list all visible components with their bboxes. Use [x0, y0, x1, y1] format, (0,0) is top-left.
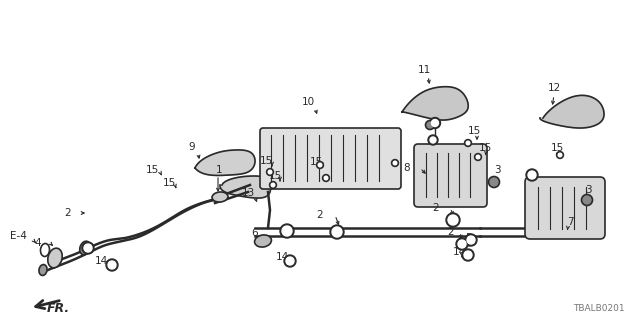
Text: 3: 3 [585, 185, 591, 195]
Circle shape [558, 153, 562, 157]
Ellipse shape [48, 248, 62, 268]
Circle shape [286, 257, 294, 265]
Text: 14: 14 [94, 256, 108, 266]
Text: TBALB0201: TBALB0201 [573, 304, 625, 313]
Text: 15: 15 [259, 156, 273, 166]
Polygon shape [220, 176, 271, 198]
Ellipse shape [212, 192, 228, 202]
Circle shape [456, 238, 468, 250]
Text: 15: 15 [163, 178, 175, 188]
Circle shape [466, 141, 470, 145]
Circle shape [557, 151, 563, 158]
Circle shape [269, 181, 276, 188]
Circle shape [448, 215, 458, 225]
Text: 8: 8 [404, 163, 410, 173]
Circle shape [266, 169, 273, 175]
Circle shape [280, 224, 294, 238]
Circle shape [268, 170, 272, 174]
Circle shape [465, 140, 472, 147]
Text: 15: 15 [268, 171, 282, 181]
Circle shape [284, 255, 296, 267]
Text: 4: 4 [35, 238, 42, 248]
Circle shape [464, 251, 472, 259]
Circle shape [476, 155, 480, 159]
Text: 2: 2 [317, 210, 323, 220]
Ellipse shape [39, 265, 47, 276]
Circle shape [108, 261, 116, 269]
Circle shape [330, 225, 344, 239]
Circle shape [429, 117, 440, 129]
Text: 15: 15 [145, 165, 159, 175]
Text: 15: 15 [309, 157, 323, 167]
Circle shape [462, 249, 474, 261]
Circle shape [428, 135, 438, 145]
Text: E-4: E-4 [10, 231, 26, 241]
Ellipse shape [488, 177, 499, 188]
Text: FR.: FR. [47, 301, 70, 315]
Circle shape [393, 161, 397, 165]
Text: 1: 1 [216, 165, 222, 175]
Text: 2: 2 [448, 227, 454, 237]
Text: 11: 11 [417, 65, 431, 75]
Text: 14: 14 [275, 252, 289, 262]
Circle shape [106, 259, 118, 271]
Text: 12: 12 [547, 83, 561, 93]
Text: 13: 13 [241, 188, 255, 198]
Polygon shape [402, 87, 468, 120]
Text: 15: 15 [467, 126, 481, 136]
Ellipse shape [80, 241, 90, 255]
Text: 7: 7 [566, 217, 573, 227]
Circle shape [458, 240, 466, 248]
Circle shape [84, 244, 92, 252]
Circle shape [318, 163, 322, 167]
Circle shape [467, 236, 475, 244]
Ellipse shape [255, 235, 271, 247]
Circle shape [474, 154, 481, 161]
Circle shape [332, 227, 342, 237]
Polygon shape [540, 95, 604, 128]
Circle shape [282, 226, 292, 236]
Circle shape [431, 119, 438, 126]
Circle shape [82, 242, 94, 254]
Text: 6: 6 [252, 228, 259, 238]
FancyBboxPatch shape [414, 144, 487, 207]
Polygon shape [195, 150, 255, 175]
FancyBboxPatch shape [525, 177, 605, 239]
FancyArrowPatch shape [36, 300, 60, 308]
Circle shape [392, 159, 399, 166]
Text: 15: 15 [478, 143, 492, 153]
Text: 14: 14 [452, 247, 466, 257]
Ellipse shape [426, 121, 435, 130]
Circle shape [526, 169, 538, 181]
Text: 9: 9 [189, 142, 195, 152]
Text: 15: 15 [550, 143, 564, 153]
Circle shape [323, 174, 330, 181]
Text: 2: 2 [433, 203, 439, 213]
Text: 10: 10 [301, 97, 315, 107]
Text: 2: 2 [65, 208, 71, 218]
Circle shape [317, 162, 323, 169]
Ellipse shape [582, 195, 593, 205]
Text: 3: 3 [493, 165, 500, 175]
Circle shape [446, 213, 460, 227]
Circle shape [528, 171, 536, 179]
Circle shape [271, 183, 275, 187]
Text: 5: 5 [466, 233, 472, 243]
Circle shape [324, 176, 328, 180]
FancyBboxPatch shape [260, 128, 401, 189]
Circle shape [465, 234, 477, 246]
Circle shape [430, 137, 436, 143]
